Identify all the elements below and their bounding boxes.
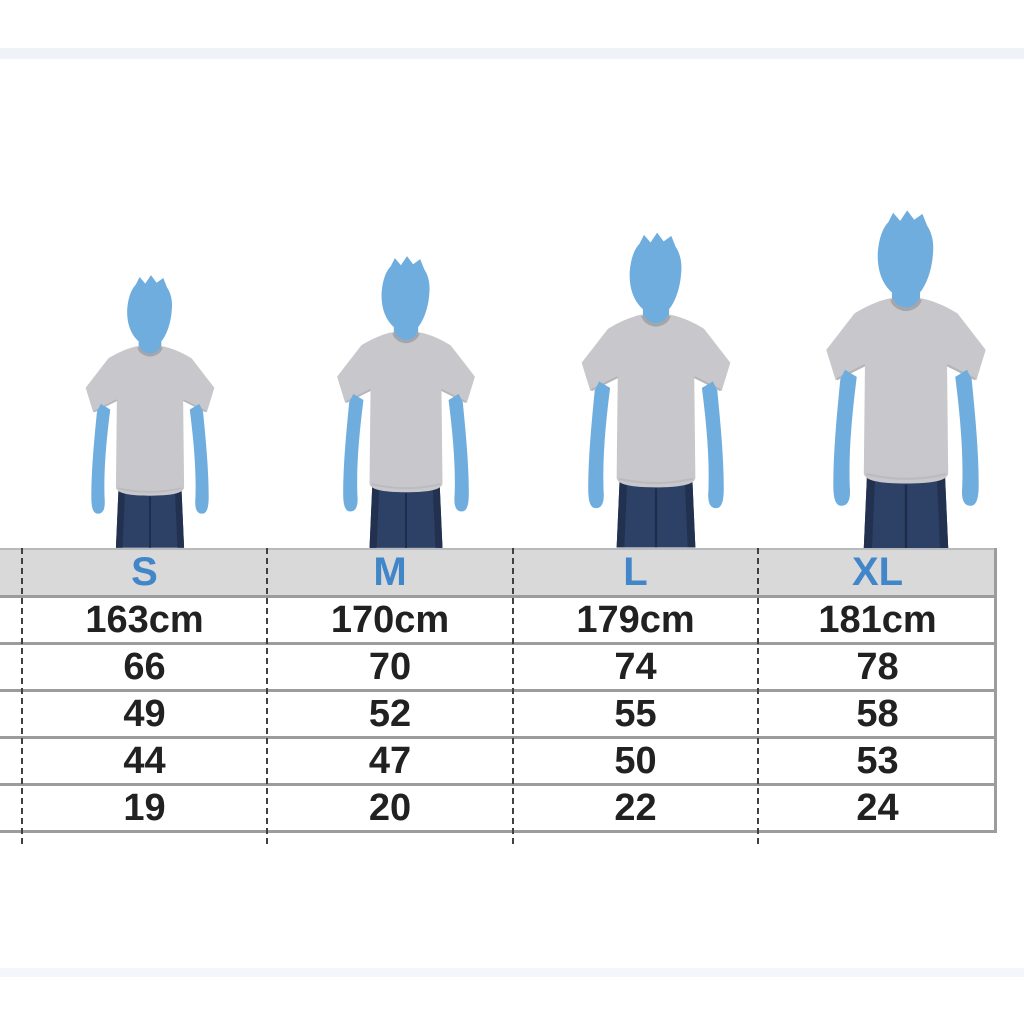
cell-height-xl: 181cm [818,599,937,641]
table-row-4: 19 20 22 24 [0,786,997,833]
header-cell-m: M [373,550,407,594]
model-figure-size-s [79,273,221,548]
column-separator-dashed [757,548,759,844]
model-figure-size-xl [818,208,994,548]
model-figure-size-l [574,230,738,548]
cell-r1-m: 70 [368,646,412,688]
cell-r4-m: 20 [368,787,412,829]
column-separator-dashed [21,548,23,844]
size-table-header-row: S M L XL [0,548,997,598]
cell-r1-l: 74 [614,646,657,688]
cell-r4-l: 22 [614,787,657,829]
cell-r4-xl: 24 [856,787,899,829]
cell-r2-m: 52 [368,693,412,735]
top-divider-band [0,48,1024,59]
model-figure-size-m [330,254,482,548]
cell-r1-s: 66 [123,646,166,688]
table-row-1: 66 70 74 78 [0,645,997,692]
table-row-3: 44 47 50 53 [0,739,997,786]
cell-height-l: 179cm [576,599,695,641]
cell-r3-s: 44 [123,740,166,782]
cell-r2-s: 49 [123,693,166,735]
cell-r2-l: 55 [614,693,657,735]
column-separator-dashed [512,548,514,844]
cell-height-m: 170cm [330,599,450,641]
column-separator-dashed [266,548,268,844]
table-row-2: 49 52 55 58 [0,692,997,739]
cell-r3-xl: 53 [856,740,899,782]
header-cell-xl: XL [851,550,904,594]
cell-r3-l: 50 [614,740,657,782]
header-cell-s: S [131,550,158,594]
cell-r3-m: 47 [368,740,412,782]
cell-height-s: 163cm [85,599,204,641]
cell-r1-xl: 78 [856,646,899,688]
header-cell-l: L [623,550,648,594]
cell-r4-s: 19 [123,787,166,829]
cell-r2-xl: 58 [856,693,899,735]
bottom-divider-band [0,968,1024,977]
header-cell-cropped [0,550,22,595]
table-right-border [994,548,997,833]
table-row-height: 163cm 170cm 179cm 181cm [0,598,997,645]
